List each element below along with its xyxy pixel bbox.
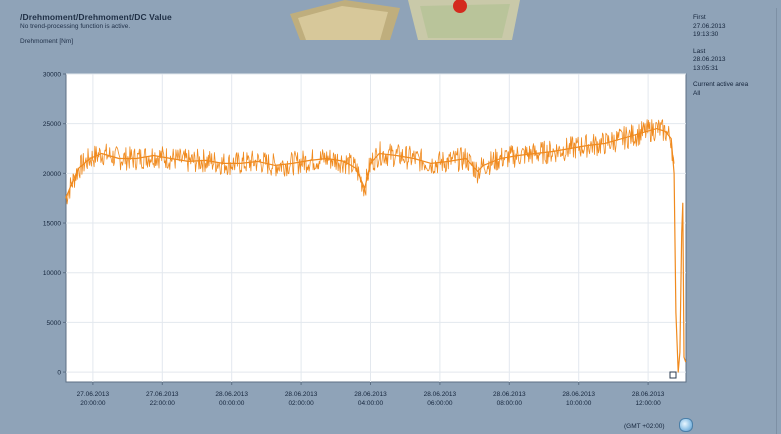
- plot-area[interactable]: [65, 73, 687, 383]
- active-area-label: Current active area: [693, 81, 749, 88]
- x-tick-time: 04:00:00: [358, 400, 384, 407]
- first-date: 27.06.2013: [693, 22, 726, 30]
- last-time: 13:05:31: [693, 64, 719, 72]
- active-area-value: All: [693, 89, 701, 97]
- series-layer: [65, 119, 687, 373]
- x-tick-date: 28.06.2013: [215, 391, 248, 398]
- series-noise: [65, 119, 675, 205]
- y-tick-label: 5000: [47, 320, 62, 327]
- x-tick-date: 28.06.2013: [632, 391, 665, 398]
- x-tick-time: 22:00:00: [150, 400, 176, 407]
- first-label: First: [693, 14, 706, 21]
- x-tick-time: 12:00:00: [635, 400, 661, 407]
- x-tick-time: 02:00:00: [288, 400, 314, 407]
- x-tick-date: 27.06.2013: [77, 391, 110, 398]
- x-tick-date: 28.06.2013: [562, 391, 595, 398]
- y-tick-label: 10000: [43, 270, 61, 277]
- chart-title: /Drehmoment/Drehmoment/DC Value: [20, 12, 172, 22]
- timezone-label: (GMT +02:00): [624, 423, 665, 430]
- x-tick-time: 08:00:00: [497, 400, 523, 407]
- y-tick-labels: 0 5000 10000 15000 20000 25000 30000: [43, 72, 61, 377]
- last-date: 28.06.2013: [693, 56, 726, 63]
- first-time: 19:13:30: [693, 31, 719, 38]
- series-line: [65, 128, 687, 373]
- y-tick-label: 30000: [43, 72, 61, 79]
- x-tick-time: 06:00:00: [427, 400, 453, 407]
- globe-icon[interactable]: [679, 418, 693, 432]
- grid-lines: [63, 73, 686, 385]
- x-tick-time: 20:00:00: [80, 400, 106, 407]
- x-tick-labels: 27.06.2013 20:00:00 27.06.2013 22:00:00 28.0…: [77, 391, 665, 407]
- chart-subtitle: No trend-processing function is active.: [20, 23, 131, 30]
- y-tick-label: 20000: [43, 171, 61, 178]
- info-panel: First 27.06.2013 19:13:30 Last 28.06.201…: [693, 14, 777, 106]
- x-tick-date: 28.06.2013: [354, 391, 387, 398]
- end-marker[interactable]: [669, 371, 677, 379]
- x-tick-time: 10:00:00: [566, 400, 592, 407]
- x-tick-date: 28.06.2013: [493, 391, 526, 398]
- y-tick-label: 25000: [43, 121, 61, 128]
- y-tick-label: 0: [57, 370, 61, 377]
- machine-logo: [290, 0, 520, 40]
- x-tick-date: 28.06.2013: [424, 391, 457, 398]
- x-tick-date: 28.06.2013: [285, 391, 318, 398]
- x-tick-time: 00:00:00: [219, 400, 245, 407]
- last-label: Last: [693, 47, 706, 55]
- x-tick-date: 27.06.2013: [146, 391, 179, 398]
- y-axis-label: Drehmoment [Nm]: [20, 38, 74, 45]
- y-tick-label: 15000: [43, 221, 61, 228]
